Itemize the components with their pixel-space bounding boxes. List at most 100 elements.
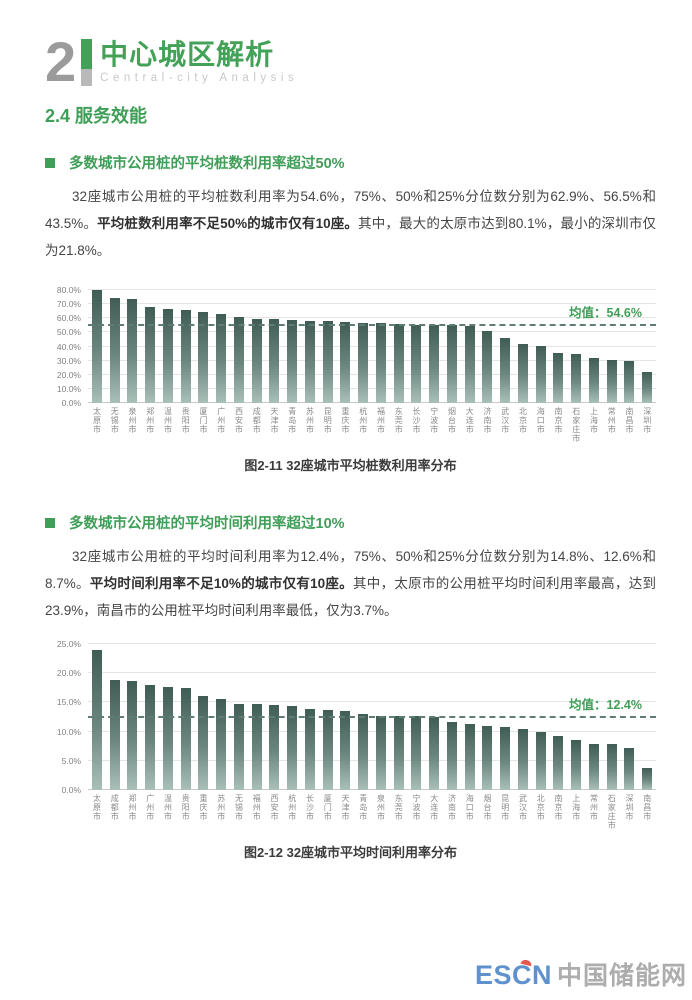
x-axis-label: 成都市 xyxy=(110,794,120,821)
gridline xyxy=(88,345,656,347)
x-axis-label: 贵阳市 xyxy=(181,794,191,821)
bar-温州市 xyxy=(162,687,173,790)
y-axis-tick: 70.0% xyxy=(56,299,81,310)
bar-石家庄市 xyxy=(606,744,617,790)
y-axis-tick: 5.0% xyxy=(61,755,81,766)
x-axis-label: 福州市 xyxy=(252,794,262,821)
gridline xyxy=(88,317,656,319)
x-axis-label: 大连市 xyxy=(465,407,475,434)
x-axis-label: 天津市 xyxy=(269,407,279,434)
bars-group xyxy=(88,644,656,790)
bar-石家庄市 xyxy=(571,353,582,403)
x-axis-label: 西安市 xyxy=(234,407,244,434)
x-axis-label: 厦门市 xyxy=(323,794,333,821)
x-axis-label: 东莞市 xyxy=(394,794,404,821)
x-axis-labels: 太原市 无锡市 泉州市 郑州市 温州市 贵阳市 厦门市 广州市 西安市 成都市 天津市 青岛市 苏州市昆… xyxy=(88,407,656,443)
gridline xyxy=(88,643,656,644)
x-axis-label: 大连市 xyxy=(429,794,439,821)
y-axis-tick: 0.0% xyxy=(61,398,81,408)
bar-昆明市 xyxy=(322,321,333,403)
bar-南京市 xyxy=(553,735,564,790)
chapter-number: 2 xyxy=(45,30,77,93)
logo-text-c-with-red-accent-icon: C xyxy=(511,960,532,990)
bar-重庆市 xyxy=(198,695,209,790)
y-axis-tick: 30.0% xyxy=(56,355,81,366)
chart-time-utilization: 0.0% 5.0% 10.0% 15.0% 20.0% 25.0% 均值：12.4% 太原… xyxy=(45,639,656,861)
x-axis-label: 海口市 xyxy=(536,407,546,434)
x-axis-label: 南昌市 xyxy=(624,407,634,434)
bullet-square-icon xyxy=(45,157,55,168)
plot-area: 均值：54.6% xyxy=(88,289,656,403)
bar-苏州市 xyxy=(216,699,227,790)
bar-昆明市 xyxy=(500,726,511,790)
x-axis-label: 上海市 xyxy=(589,407,599,434)
bar-南昌市 xyxy=(624,360,635,403)
bar-郑州市 xyxy=(145,306,156,403)
bullet-square-icon xyxy=(45,517,55,528)
logo-text-n: N xyxy=(531,960,552,990)
chart-caption: 图2-12 32座城市平均时间利用率分布 xyxy=(243,845,458,860)
bar-太原市 xyxy=(91,650,102,790)
x-axis-label: 济南市 xyxy=(482,407,492,434)
paragraph-text: 32座城市公用桩的平均时间利用率为12.4%，75%、50%和25%分位数分别为… xyxy=(45,549,656,591)
paragraph-bold-text: 平均时间利用率不足10%的城市仅有10座。 xyxy=(89,576,354,591)
bar-温州市 xyxy=(162,309,173,403)
plot-area: 均值：12.4% xyxy=(88,643,656,790)
bars-group xyxy=(88,289,656,403)
bar-重庆市 xyxy=(340,322,351,403)
x-axis-label: 温州市 xyxy=(163,794,173,821)
bar-上海市 xyxy=(571,740,582,790)
x-axis-label: 杭州市 xyxy=(287,794,297,821)
chapter-header: 2 中心城区解析 Central-city Analysis xyxy=(45,30,656,93)
x-axis-label: 昆明市 xyxy=(323,407,333,434)
paragraph-pile-utilization: 32座城市公用桩的平均桩数利用率为54.6%，75%、50%和25%分位数分别为… xyxy=(45,183,656,264)
bar-南京市 xyxy=(553,352,564,403)
bar-广州市 xyxy=(145,684,156,790)
bar-杭州市 xyxy=(287,705,298,790)
bar-太原市 xyxy=(91,289,102,403)
bar-深圳市 xyxy=(642,372,653,403)
x-axis-label: 海口市 xyxy=(465,794,475,821)
mean-line-label: 均值：12.4% xyxy=(569,697,642,712)
bar-广州市 xyxy=(216,314,227,403)
bar-北京市 xyxy=(535,732,546,790)
x-axis-label: 南京市 xyxy=(553,407,563,434)
y-axis-tick: 20.0% xyxy=(56,668,81,679)
x-axis-labels: 太原市 成都市 郑州市 广州市 温州市 贵阳市 重庆市 苏州市 无锡市 福州市 西安市 杭州市 长沙市厦… xyxy=(88,794,656,830)
bullet-heading-time-utilization: 多数城市公用桩的平均时间利用率超过10% xyxy=(45,512,656,533)
bar-无锡市 xyxy=(109,297,120,403)
x-axis-label: 泉州市 xyxy=(127,407,137,434)
x-axis-label: 青岛市 xyxy=(287,407,297,434)
bullet-heading-text: 多数城市公用桩的平均桩数利用率超过50% xyxy=(69,156,345,172)
bar-泉州市 xyxy=(127,299,138,403)
logo-chinese-name: 中国储能网 xyxy=(556,962,687,990)
x-axis-label: 苏州市 xyxy=(216,794,226,821)
gridline xyxy=(88,701,656,703)
y-axis-tick: 80.0% xyxy=(56,285,81,295)
mean-dashed-line xyxy=(88,323,656,326)
x-axis-label: 南京市 xyxy=(553,794,563,821)
y-axis-tick: 10.0% xyxy=(56,383,81,394)
bar-青岛市 xyxy=(358,714,369,790)
bar-常州市 xyxy=(588,743,599,790)
x-axis-label: 泉州市 xyxy=(376,794,386,821)
mean-dashed-line xyxy=(88,715,656,718)
bar-苏州市 xyxy=(304,320,315,403)
x-axis-label: 福州市 xyxy=(376,407,386,434)
bar-西安市 xyxy=(269,705,280,790)
bar-烟台市 xyxy=(446,325,457,403)
bar-成都市 xyxy=(109,679,120,790)
bar-福州市 xyxy=(375,323,386,403)
bar-无锡市 xyxy=(233,703,244,790)
bar-西安市 xyxy=(233,316,244,403)
x-axis-label: 太原市 xyxy=(92,407,102,434)
x-axis-label: 常州市 xyxy=(607,407,617,434)
x-axis-label: 无锡市 xyxy=(234,794,244,821)
bar-厦门市 xyxy=(322,710,333,790)
y-axis-tick: 25.0% xyxy=(56,639,81,649)
x-axis-label: 上海市 xyxy=(571,794,581,821)
x-axis-label: 成都市 xyxy=(252,407,262,434)
bar-泉州市 xyxy=(375,715,386,790)
chapter-subtitle: Central-city Analysis xyxy=(100,72,299,85)
